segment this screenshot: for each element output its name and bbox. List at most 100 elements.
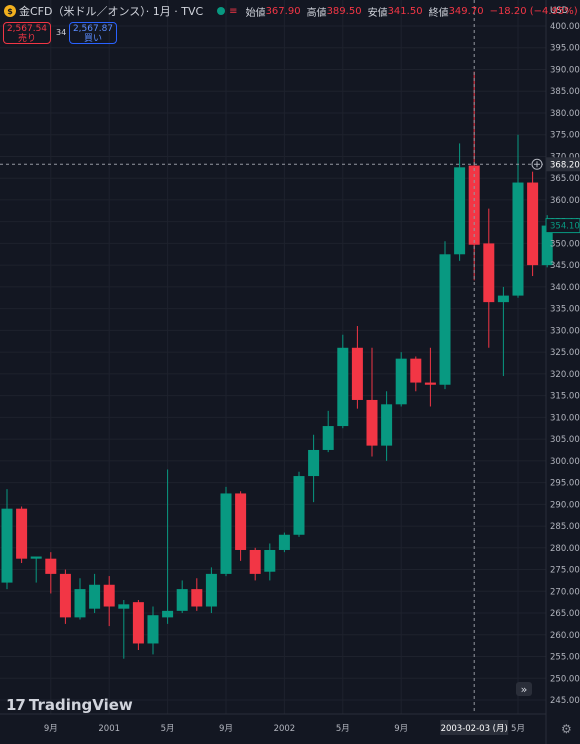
- symbol-title[interactable]: 金CFD（米ドル／オンス）· 1月 · TVC: [19, 5, 204, 18]
- time-tick-label: 5月: [161, 724, 175, 734]
- price-labels: 368.20 354.10 2003-02-03 (月): [440, 157, 580, 735]
- crosshair-price-label: 368.20: [550, 160, 580, 170]
- price-tick-label: 325.00: [550, 348, 580, 358]
- close-label: 終値: [428, 7, 449, 19]
- crosshair-date-tag: [440, 720, 509, 735]
- price-tick-label: 295.00: [550, 479, 580, 489]
- price-tick-label: 365.00: [550, 174, 580, 184]
- candle-body[interactable]: [162, 610, 174, 618]
- sell-button[interactable]: 2,567.54 売り: [3, 22, 51, 44]
- candle-body[interactable]: [16, 508, 28, 559]
- crosshair-price-tag: [546, 157, 580, 172]
- candle-body[interactable]: [205, 573, 217, 607]
- price-tick-label: 385.00: [550, 87, 580, 97]
- price-tick-label: 320.00: [550, 370, 580, 380]
- open-label: 始値: [245, 7, 266, 19]
- market-status-dot[interactable]: [217, 7, 226, 15]
- candle-body[interactable]: [366, 399, 378, 446]
- candle-body[interactable]: [410, 358, 422, 383]
- price-tick-label: 250.00: [550, 674, 580, 684]
- price-tick-label: 310.00: [550, 413, 580, 423]
- candle-body[interactable]: [483, 243, 495, 303]
- candle-body[interactable]: [220, 493, 232, 574]
- legend-header: $ 金CFD（米ドル／オンス）· 1月 · TVC ≡ 始値 367.90 高値…: [4, 3, 578, 19]
- price-tick-label: 380.00: [550, 109, 580, 119]
- buy-button[interactable]: 2,567.87 買い: [69, 22, 117, 44]
- candle-body[interactable]: [147, 615, 159, 644]
- tradingview-logo-icon: 17: [6, 696, 26, 714]
- price-tick-label: 340.00: [550, 283, 580, 293]
- candle-body[interactable]: [293, 476, 305, 535]
- candles-group: [1, 71, 553, 659]
- candle-body[interactable]: [118, 604, 130, 609]
- last-price-label: 354.10: [550, 222, 580, 232]
- candle-body[interactable]: [45, 558, 57, 574]
- sell-label: 売り: [17, 34, 36, 44]
- time-tick-label: 5月: [336, 724, 350, 734]
- spread-value: 34: [56, 28, 67, 37]
- candle-body[interactable]: [191, 589, 203, 607]
- close-value: 349.70: [448, 5, 484, 17]
- price-tick-label: 275.00: [550, 566, 580, 576]
- time-tick-label: 9月: [394, 724, 408, 734]
- low-label: 安値: [367, 7, 388, 19]
- candle-body[interactable]: [59, 573, 71, 618]
- settings-gear-icon[interactable]: ⚙: [561, 722, 572, 736]
- candle-body[interactable]: [1, 508, 13, 583]
- crosshair: [0, 0, 546, 714]
- time-tick-label: 2001: [98, 724, 120, 734]
- candle-body[interactable]: [439, 254, 451, 385]
- candle-body[interactable]: [235, 493, 247, 550]
- double-chevron-right-icon: »: [520, 682, 528, 696]
- candle-body[interactable]: [512, 182, 524, 296]
- candle-body[interactable]: [249, 549, 261, 574]
- candle-body[interactable]: [322, 426, 334, 450]
- price-tick-label: 390.00: [550, 65, 580, 75]
- tradingview-logo-text: TradingView: [28, 696, 133, 714]
- time-tick-label: 9月: [219, 724, 233, 734]
- candle-body[interactable]: [176, 589, 188, 611]
- change-value: −18.20 (−4.95%): [489, 5, 578, 17]
- candle-body[interactable]: [424, 382, 436, 385]
- candle-body[interactable]: [351, 347, 363, 400]
- candle-body[interactable]: [132, 602, 144, 644]
- candle-body[interactable]: [103, 584, 115, 607]
- time-tick-label: 5月: [511, 724, 525, 734]
- candle-body[interactable]: [497, 295, 509, 303]
- candle-body[interactable]: [395, 358, 407, 405]
- last-price-tag: [545, 218, 580, 234]
- candle-body[interactable]: [454, 167, 466, 255]
- gold-symbol-icon: $: [4, 5, 16, 17]
- candle-body[interactable]: [381, 404, 393, 446]
- time-tick-label: 9月: [44, 724, 58, 734]
- candle-body[interactable]: [30, 556, 42, 559]
- price-tick-label: 400.00: [550, 22, 580, 32]
- open-value: 367.90: [265, 5, 301, 17]
- candle-body[interactable]: [89, 584, 101, 609]
- price-tick-label: 285.00: [550, 522, 580, 532]
- candle-body[interactable]: [308, 449, 320, 477]
- time-tick-label: 2002: [274, 724, 296, 734]
- price-tick-label: 350.00: [550, 239, 580, 249]
- price-tick-label: 395.00: [550, 44, 580, 54]
- price-tick-label: 360.00: [550, 196, 580, 206]
- candle-body[interactable]: [337, 347, 349, 427]
- candle-body[interactable]: [264, 549, 276, 572]
- price-axis[interactable]: 245.00 250.00 255.00 260.00 265.00 270.00 275.…: [550, 6, 580, 706]
- candle-body[interactable]: [74, 589, 86, 618]
- price-tick-label: 270.00: [550, 587, 580, 597]
- candle-body[interactable]: [541, 225, 553, 266]
- scroll-to-realtime-button[interactable]: »: [516, 682, 532, 696]
- crosshair-date-label: 2003-02-03 (月): [441, 724, 508, 734]
- candle-body[interactable]: [278, 534, 290, 550]
- sell-price: 2,567.54: [6, 24, 48, 34]
- time-axis[interactable]: 9月 2001 5月 9月 2002 5月 9月 5月: [44, 724, 525, 734]
- tradingview-logo[interactable]: 17 TradingView: [6, 696, 133, 714]
- price-tick-label: 280.00: [550, 544, 580, 554]
- candle-body[interactable]: [527, 182, 539, 266]
- high-label: 高値: [306, 7, 327, 19]
- price-tick-label: 300.00: [550, 457, 580, 467]
- high-value: 389.50: [326, 5, 362, 17]
- currency-label: USD: [550, 6, 569, 16]
